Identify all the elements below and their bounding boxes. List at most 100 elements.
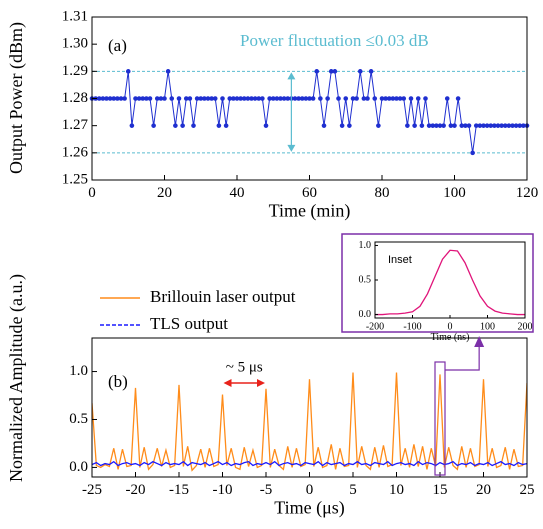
data-point (252, 96, 258, 101)
data-point (390, 96, 396, 101)
data-point (205, 96, 211, 101)
x-tick-label: -25 (82, 482, 102, 498)
data-point (452, 123, 457, 128)
x-tick-label: 100 (480, 321, 495, 332)
panel-label: (b) (108, 372, 128, 391)
y-tick-label: 0.0 (359, 309, 372, 320)
data-point (173, 123, 178, 128)
y-tick-label: 1.27 (62, 117, 89, 133)
data-point (343, 96, 349, 101)
data-point (372, 96, 378, 101)
x-tick-label: 20 (476, 482, 491, 498)
data-point (466, 123, 472, 128)
data-point (154, 96, 160, 101)
x-tick-label: 60 (302, 185, 317, 201)
y-tick-label: 0.0 (69, 459, 88, 475)
data-point (303, 96, 309, 101)
data-point (376, 123, 381, 128)
data-point (459, 123, 465, 128)
data-point (281, 96, 287, 101)
data-point (310, 96, 316, 101)
legend-label: TLS output (150, 314, 228, 333)
series-line (92, 372, 527, 472)
data-point (397, 96, 403, 101)
y-tick-label: 1.25 (62, 171, 88, 187)
data-point (386, 96, 392, 101)
y-axis-label: Output Power (dBm) (6, 22, 27, 174)
data-point (336, 96, 341, 101)
data-point (296, 96, 301, 101)
data-point (260, 96, 265, 101)
data-point (444, 96, 450, 101)
data-point (227, 96, 233, 101)
data-point (405, 123, 410, 128)
x-tick-label: 100 (443, 185, 466, 201)
data-point (368, 69, 374, 74)
data-point (136, 96, 142, 101)
data-point (122, 96, 127, 101)
plot-frame (91, 337, 528, 478)
data-point (118, 96, 124, 101)
data-point (198, 96, 204, 101)
x-tick-label: 15 (433, 482, 448, 498)
y-tick-label: 1.31 (62, 8, 88, 24)
data-point (151, 123, 156, 128)
y-tick-label: 1.26 (62, 144, 89, 160)
data-point (499, 123, 504, 128)
data-point (212, 96, 218, 101)
data-point (111, 96, 117, 101)
data-point (115, 96, 120, 101)
series-line (92, 70, 527, 153)
data-point (129, 123, 135, 128)
data-point (325, 96, 330, 101)
data-point (169, 96, 175, 101)
data-point (241, 96, 247, 101)
y-tick-label: 1.28 (62, 90, 88, 106)
series-line (92, 460, 527, 467)
data-point (426, 123, 432, 128)
data-point (401, 96, 407, 101)
data-point (437, 123, 443, 128)
highlight-box (434, 361, 446, 476)
y-tick-label: 0.5 (359, 274, 372, 285)
data-point (299, 96, 305, 101)
data-point (441, 123, 446, 128)
data-point (256, 96, 262, 101)
data-point (506, 123, 512, 128)
data-point (488, 123, 494, 128)
data-point (220, 96, 225, 101)
x-tick-label: 10 (389, 482, 404, 498)
x-tick-label: -20 (126, 482, 146, 498)
legend-label: Brillouin laser output (150, 287, 296, 306)
data-point (263, 123, 269, 128)
data-point (365, 96, 370, 101)
x-tick-label: -10 (213, 482, 233, 498)
x-tick-label: 40 (230, 185, 245, 201)
data-point (125, 69, 131, 74)
data-point (430, 123, 436, 128)
data-point (354, 96, 359, 101)
data-point (180, 123, 185, 128)
data-point (162, 96, 167, 101)
data-point (133, 96, 138, 101)
data-point (394, 96, 399, 101)
x-tick-label: 80 (375, 185, 390, 201)
data-point (144, 96, 149, 101)
data-point (350, 96, 356, 101)
data-point (513, 123, 519, 128)
data-point (434, 123, 439, 128)
data-point (104, 96, 109, 101)
data-point (502, 123, 508, 128)
data-point (187, 96, 193, 101)
data-point (379, 96, 385, 101)
x-tick-label: -200 (366, 321, 384, 332)
x-tick-label: 200 (518, 321, 533, 332)
y-tick-label: 1.29 (62, 63, 88, 79)
x-tick-label: 5 (349, 482, 357, 498)
data-point (158, 96, 164, 101)
y-tick-label: 1.0 (69, 363, 88, 379)
data-point (267, 96, 272, 101)
data-point (278, 96, 283, 101)
data-point (100, 96, 106, 101)
data-point (332, 69, 338, 74)
